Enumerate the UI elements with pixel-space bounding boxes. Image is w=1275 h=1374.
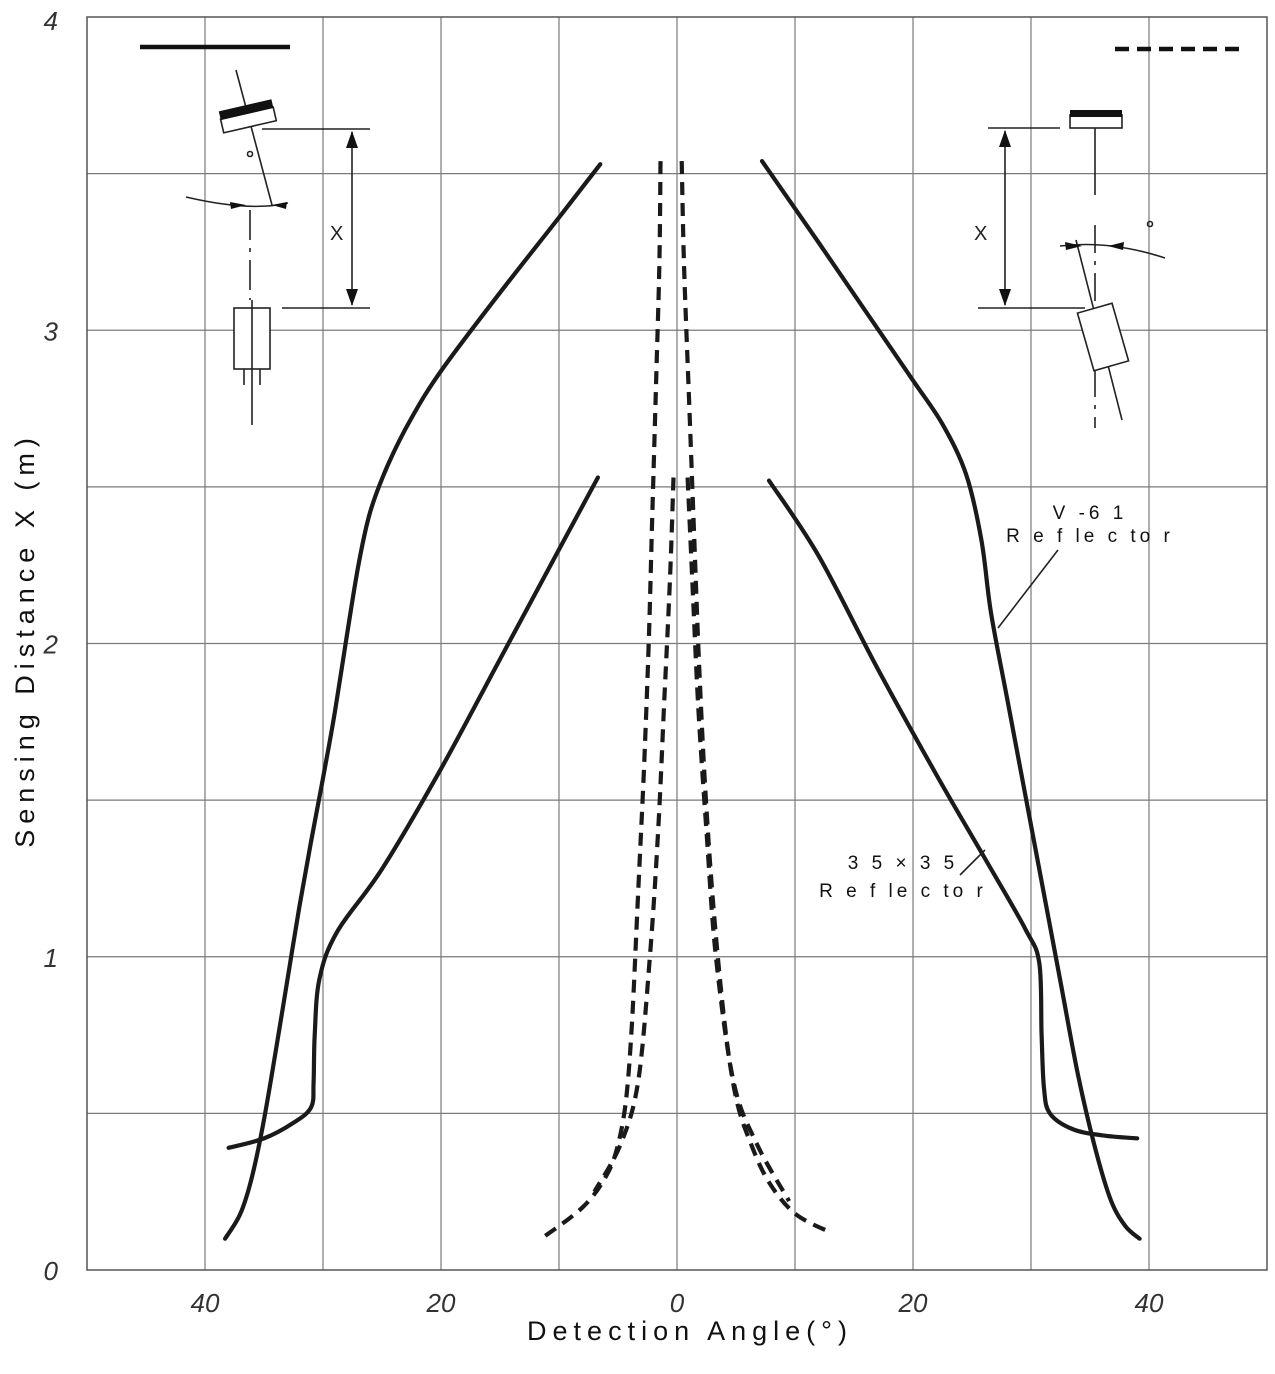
tick-labels: 40 20 0 20 40 0 1 2 3 4	[43, 6, 1164, 1318]
x-tick-label: 0	[670, 1288, 685, 1318]
series-line-4-solid	[766, 478, 1140, 1141]
annotation-35x35-line1: 3 5 × 3 5	[848, 853, 958, 874]
x-tick-label: 40	[191, 1288, 220, 1318]
annotation-35x35-line2: R e f le c to r	[819, 881, 987, 902]
plot-frame	[86, 16, 1268, 1271]
inset-diagram-right: X	[974, 110, 1166, 428]
series-line-2-solid	[759, 159, 1142, 1241]
annotation-v61-line1: V -6 1	[1053, 503, 1128, 524]
series-line-8-dashed	[685, 477, 791, 1203]
series-line-7-dashed	[592, 477, 676, 1193]
annotation-35x35-reflector: 3 5 × 3 5 R e f le c to r	[819, 849, 987, 902]
x-tick-label: 40	[1135, 1288, 1164, 1318]
inset-right-marker: X	[974, 223, 987, 245]
y-tick-label: 0	[44, 1256, 59, 1286]
y-tick-label: 3	[44, 316, 59, 346]
series-line-5-dashed	[540, 161, 663, 1241]
x-axis-label: Detection Angle(°)	[527, 1316, 853, 1346]
annotation-v61-reflector: V -6 1 R e f le c to r	[997, 503, 1174, 629]
y-tick-label: 1	[44, 943, 58, 973]
x-tick-label: 20	[426, 1288, 456, 1318]
grid	[87, 17, 1267, 1270]
annotation-v61-line2: R e f le c to r	[1006, 526, 1174, 547]
inset-diagram-left: X	[185, 69, 370, 425]
series-line-1-solid	[223, 162, 603, 1241]
curves	[223, 159, 1142, 1241]
series-line-3-solid	[226, 475, 600, 1150]
y-tick-label: 2	[43, 630, 59, 660]
x-tick-label: 20	[898, 1288, 928, 1318]
y-axis-label: Sensing Distance X (m)	[10, 432, 40, 848]
y-tick-label: 4	[44, 6, 58, 36]
inset-left-marker: X	[330, 223, 343, 245]
series-line-6-dashed	[679, 161, 832, 1235]
